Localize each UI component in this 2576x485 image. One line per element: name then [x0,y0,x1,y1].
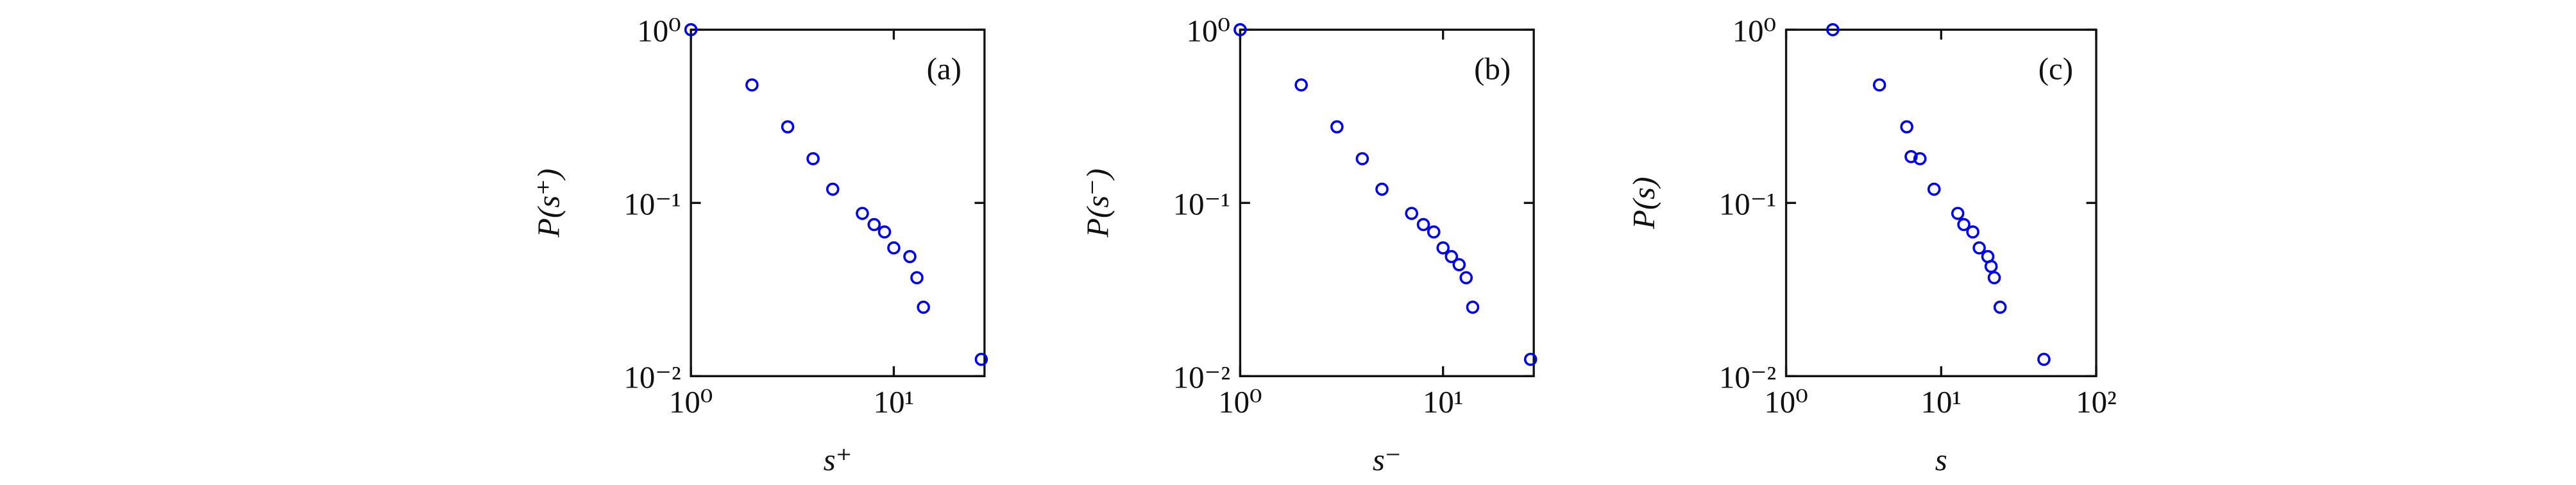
point [1405,207,1419,220]
point [1459,271,1473,285]
panel: 10⁰ 10¹ 10² 10⁻² 10⁻¹ 10⁰ s P(s) (c) [1626,13,2117,477]
y-tick-label: 10⁻² [1173,359,1230,395]
point [1445,250,1459,264]
y-tick-label: 10⁻¹ [1719,186,1776,221]
y-tick-label: 10⁻² [623,359,681,395]
y-tick-label: 10⁰ [1187,13,1230,48]
point [1927,182,1941,196]
point [887,241,901,255]
point [1826,22,1840,37]
panel-label: (b) [1474,51,1511,86]
panel-label: (c) [2038,51,2073,86]
y-tick-label: 10⁰ [1733,13,1776,48]
point [1466,300,1480,314]
point [1957,217,1970,232]
y-axis-label: P(s⁺) [530,169,566,238]
point [1984,259,1998,273]
point [917,300,930,314]
y-axis-label: P(s⁻) [1080,169,1115,238]
point [2037,352,2051,366]
point [1904,149,1918,164]
point [1436,241,1450,255]
point [910,271,924,285]
point [1233,22,1247,37]
x-tick-label: 10⁰ [1218,384,1262,420]
x-tick-label: 10¹ [1423,384,1464,420]
point [1452,258,1466,271]
point [1330,120,1344,133]
y-axis-label: P(s) [1626,177,1661,230]
x-tick-label: 10⁰ [669,384,713,420]
point [1375,182,1389,196]
x-tick-label: 10² [2076,384,2117,420]
point [1523,352,1538,366]
point [1951,207,1965,220]
point [826,182,840,196]
point [1987,271,2001,285]
x-tick-label: 10⁰ [1764,384,1808,420]
point [903,250,917,264]
x-axis-label: s⁺ [824,442,852,477]
panel: 10⁰ 10¹ 10⁻² 10⁻¹ 10⁰ s⁺ P(s⁺) (a) [530,13,988,477]
panel: 10⁰ 10¹ 10⁻² 10⁻¹ 10⁰ s⁻ P(s⁻) (b) [1080,13,1538,477]
y-tick-label: 10⁻² [1719,359,1776,395]
x-tick-label: 10¹ [874,384,915,420]
point [745,78,759,92]
point [974,352,988,366]
point [1355,152,1369,166]
x-tick-label: 10¹ [1921,384,1962,420]
point [781,120,795,133]
point [806,152,820,166]
point [877,225,892,239]
y-tick-label: 10⁻¹ [623,186,681,221]
x-axis-label: s⁻ [1373,442,1402,477]
point [1966,225,1979,239]
point [856,207,869,220]
point [1913,152,1927,166]
point [1427,225,1441,239]
point [1993,300,2007,314]
point [1416,217,1430,232]
point [1872,78,1886,92]
panel-label: (a) [927,51,962,86]
point [1900,120,1913,133]
point [1972,241,1986,255]
x-axis-label: s [1935,442,1947,477]
point [684,22,698,37]
point [867,217,881,232]
y-tick-label: 10⁰ [637,13,681,48]
y-tick-label: 10⁻¹ [1173,186,1230,221]
point [1294,78,1308,92]
